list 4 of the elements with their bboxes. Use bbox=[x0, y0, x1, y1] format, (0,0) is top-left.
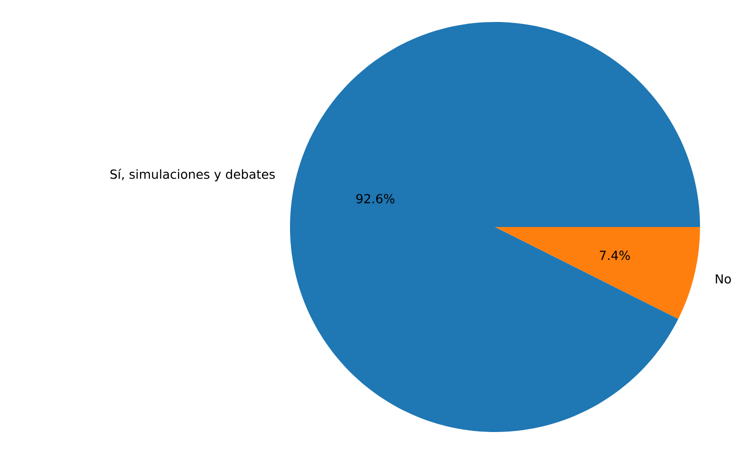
slice-label: Sí, simulaciones y debates bbox=[110, 168, 275, 182]
slice-label: No bbox=[716, 274, 731, 284]
data-label: 7.4% bbox=[600, 250, 630, 260]
data-label: 92.6% bbox=[356, 194, 394, 204]
